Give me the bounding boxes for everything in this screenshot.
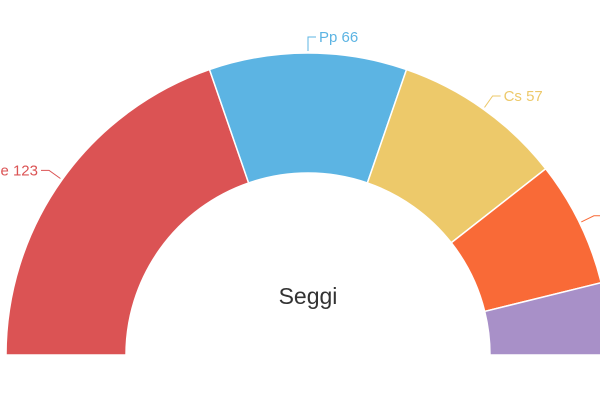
slice-label-1: Pp 66 (319, 29, 358, 46)
slice-label-0: Psoe 123 (0, 162, 38, 179)
leader-line-3 (581, 215, 600, 223)
leader-line-2 (484, 95, 501, 108)
leaders-layer (41, 36, 600, 223)
slices-layer (5, 52, 600, 356)
center-label: Seggi (279, 283, 338, 309)
leader-line-1 (307, 36, 316, 51)
slice-3 (450, 167, 600, 313)
slice-0 (5, 68, 250, 356)
slice-4 (483, 282, 600, 356)
leader-line-0 (41, 169, 61, 179)
slice-label-2: Cs 57 (504, 88, 543, 105)
